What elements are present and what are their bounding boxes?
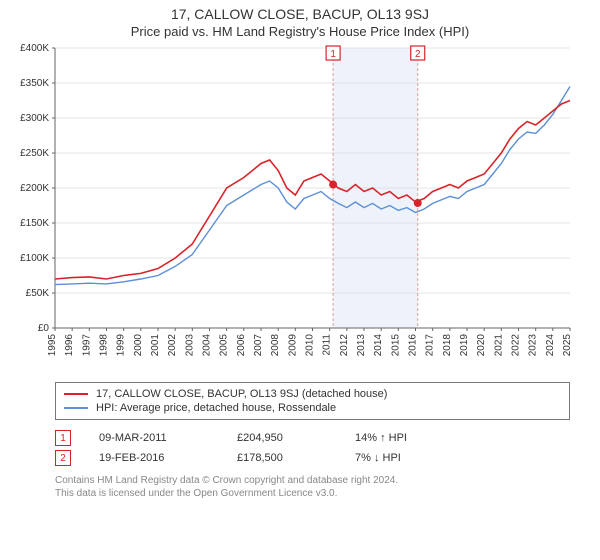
legend-swatch — [64, 393, 88, 395]
svg-text:1996: 1996 — [64, 334, 75, 357]
sale-price: £204,950 — [237, 432, 327, 444]
svg-text:2003: 2003 — [184, 334, 195, 357]
svg-text:£400K: £400K — [20, 43, 49, 54]
footer-line-2: This data is licensed under the Open Gov… — [55, 487, 570, 500]
legend: 17, CALLOW CLOSE, BACUP, OL13 9SJ (detac… — [55, 382, 570, 420]
svg-text:2007: 2007 — [253, 334, 264, 357]
svg-text:2022: 2022 — [511, 334, 522, 357]
svg-text:2010: 2010 — [305, 334, 316, 357]
svg-text:2011: 2011 — [322, 334, 333, 356]
svg-text:2001: 2001 — [150, 334, 161, 357]
svg-text:2015: 2015 — [390, 334, 401, 357]
svg-text:2014: 2014 — [373, 334, 384, 357]
svg-text:£350K: £350K — [20, 78, 49, 89]
legend-row: 17, CALLOW CLOSE, BACUP, OL13 9SJ (detac… — [64, 387, 561, 401]
svg-text:1: 1 — [330, 49, 336, 60]
svg-text:1998: 1998 — [99, 334, 110, 357]
svg-text:£0: £0 — [38, 323, 50, 334]
svg-text:2: 2 — [415, 49, 421, 60]
svg-text:2004: 2004 — [202, 334, 213, 357]
legend-label: 17, CALLOW CLOSE, BACUP, OL13 9SJ (detac… — [96, 388, 387, 400]
svg-text:2024: 2024 — [545, 334, 556, 357]
svg-text:2000: 2000 — [133, 334, 144, 357]
sale-marker: 2 — [55, 450, 71, 466]
svg-text:2009: 2009 — [287, 334, 298, 357]
svg-text:1997: 1997 — [81, 334, 92, 357]
svg-text:£300K: £300K — [20, 113, 49, 124]
page-title: 17, CALLOW CLOSE, BACUP, OL13 9SJ — [0, 0, 600, 22]
svg-text:2012: 2012 — [339, 334, 350, 357]
svg-text:£150K: £150K — [20, 218, 49, 229]
sale-row: 1 09-MAR-2011 £204,950 14% ↑ HPI — [55, 428, 570, 448]
svg-text:£200K: £200K — [20, 183, 49, 194]
sale-pct: 7% ↓ HPI — [355, 452, 401, 464]
svg-text:2020: 2020 — [476, 334, 487, 357]
svg-text:£50K: £50K — [26, 288, 50, 299]
legend-row: HPI: Average price, detached house, Ross… — [64, 401, 561, 415]
price-chart: £0 £50K £100K £150K £200K £250K £300K £350K £400… — [0, 43, 600, 373]
chart-container: £0 £50K £100K £150K £200K £250K £300K £350K £400… — [0, 43, 600, 376]
footer-line-1: Contains HM Land Registry data © Crown c… — [55, 474, 570, 487]
svg-text:2016: 2016 — [408, 334, 419, 357]
svg-text:2006: 2006 — [236, 334, 247, 357]
sale-date: 19-FEB-2016 — [99, 452, 209, 464]
sale-marker: 1 — [55, 430, 71, 446]
svg-text:2008: 2008 — [270, 334, 281, 357]
svg-text:2018: 2018 — [442, 334, 453, 357]
svg-text:2019: 2019 — [459, 334, 470, 357]
page-subtitle: Price paid vs. HM Land Registry's House … — [0, 22, 600, 43]
svg-text:2023: 2023 — [528, 334, 539, 357]
sale-row: 2 19-FEB-2016 £178,500 7% ↓ HPI — [55, 448, 570, 468]
legend-swatch — [64, 407, 88, 409]
svg-text:£100K: £100K — [20, 253, 49, 264]
svg-text:2013: 2013 — [356, 334, 367, 357]
svg-text:1995: 1995 — [47, 334, 58, 357]
svg-text:2017: 2017 — [425, 334, 436, 357]
svg-text:2002: 2002 — [167, 334, 178, 357]
sale-date: 09-MAR-2011 — [99, 432, 209, 444]
sale-pct: 14% ↑ HPI — [355, 432, 407, 444]
sale-price: £178,500 — [237, 452, 327, 464]
svg-text:2021: 2021 — [493, 334, 504, 357]
svg-text:2025: 2025 — [562, 334, 573, 357]
svg-text:2005: 2005 — [219, 334, 230, 357]
legend-label: HPI: Average price, detached house, Ross… — [96, 402, 336, 414]
svg-text:£250K: £250K — [20, 148, 49, 159]
sales-table: 1 09-MAR-2011 £204,950 14% ↑ HPI 2 19-FEB-201… — [55, 428, 570, 468]
svg-text:1999: 1999 — [116, 334, 127, 357]
footer-attribution: Contains HM Land Registry data © Crown c… — [55, 474, 570, 500]
